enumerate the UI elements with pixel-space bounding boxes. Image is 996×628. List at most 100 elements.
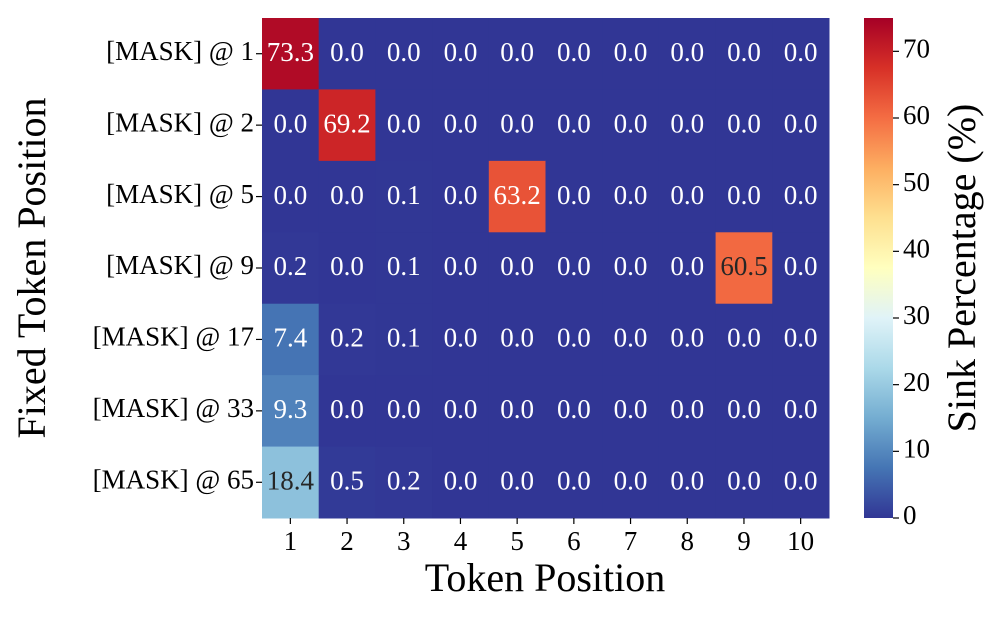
heatmap-cell	[602, 89, 660, 162]
cell-label: 0.5	[330, 465, 364, 495]
cell-label: 0.0	[670, 394, 704, 424]
cell-label: 0.0	[557, 323, 591, 353]
x-axis-label: Token Position	[425, 555, 666, 600]
heatmap-cell	[262, 18, 320, 90]
x-tick-label: 2	[340, 526, 354, 556]
x-tick-label: 4	[454, 526, 468, 556]
colorbar-tick-label: 0	[903, 500, 917, 530]
cell-label: 0.0	[500, 37, 534, 67]
cell-label: 0.0	[727, 37, 761, 67]
cell-label: 0.0	[387, 37, 421, 67]
cell-label: 0.0	[273, 180, 307, 210]
cell-label: 0.0	[330, 180, 364, 210]
heatmap-cell	[432, 18, 490, 90]
heatmap-cell	[772, 303, 830, 376]
colorbar-tick-label: 50	[903, 167, 930, 197]
colorbar-tick-label: 60	[903, 100, 930, 130]
y-tick-label: [MASK] @ 1	[106, 36, 254, 66]
cell-label: 0.0	[500, 394, 534, 424]
cell-label: 0.0	[330, 394, 364, 424]
heatmap-cell	[318, 303, 376, 376]
cell-label: 0.0	[330, 251, 364, 281]
colorbar-tick-label: 30	[903, 300, 930, 330]
x-tick-label: 3	[397, 526, 411, 556]
cell-label: 0.0	[444, 108, 478, 138]
heatmap-cell	[262, 160, 320, 233]
cell-label: 18.4	[267, 465, 315, 495]
cell-label: 0.0	[557, 37, 591, 67]
cell-label: 0.0	[614, 180, 648, 210]
heatmap-cell	[545, 232, 603, 305]
cell-label: 0.0	[784, 394, 818, 424]
cell-label: 0.0	[727, 108, 761, 138]
cell-label: 0.0	[784, 251, 818, 281]
x-tick-label: 9	[737, 526, 751, 556]
heatmap-cell	[658, 303, 717, 376]
heatmap-cell	[432, 232, 490, 305]
heatmap-cell	[488, 446, 546, 519]
heatmap-cell	[432, 303, 490, 376]
heatmap-cell	[602, 18, 660, 90]
colorbar	[864, 18, 893, 518]
heatmap-cell	[375, 160, 433, 233]
heatmap-cell	[658, 89, 717, 162]
cell-label: 0.0	[557, 180, 591, 210]
cell-label: 0.0	[614, 37, 648, 67]
heatmap-cell	[488, 232, 546, 305]
cell-label: 0.0	[387, 394, 421, 424]
cell-label: 0.0	[670, 180, 704, 210]
cell-label: 0.0	[784, 323, 818, 353]
heatmap-cell	[602, 303, 660, 376]
colorbar-tick-label: 70	[903, 34, 930, 64]
heatmap-cell	[715, 303, 773, 376]
heatmap-cell	[772, 446, 830, 519]
heatmap-cell	[488, 303, 546, 376]
cell-label: 0.0	[614, 323, 648, 353]
colorbar-tick-label: 10	[903, 434, 930, 464]
cell-label: 0.0	[727, 394, 761, 424]
cell-label: 73.3	[267, 37, 314, 67]
cell-label: 0.0	[784, 465, 818, 495]
heatmap-cell	[772, 232, 830, 305]
heatmap-cell	[375, 303, 433, 376]
cell-label: 0.0	[444, 37, 478, 67]
x-tick-label: 6	[567, 526, 581, 556]
cell-label: 0.0	[670, 108, 704, 138]
cell-label: 0.0	[727, 323, 761, 353]
heatmap-cell	[545, 89, 603, 162]
colorbar-tick-label: 20	[903, 367, 930, 397]
y-tick-label: [MASK] @ 9	[106, 250, 254, 280]
y-axis-label: Fixed Token Position	[9, 98, 54, 439]
colorbar-tick-label: 40	[903, 234, 930, 264]
y-tick-label: [MASK] @ 17	[93, 322, 254, 352]
colorbar-label: Sink Percentage (%)	[939, 104, 984, 433]
cell-label: 0.0	[500, 323, 534, 353]
cell-label: 0.0	[614, 465, 648, 495]
cell-label: 0.2	[387, 465, 421, 495]
cell-label: 0.0	[784, 108, 818, 138]
cell-label: 0.0	[500, 465, 534, 495]
y-tick-label: [MASK] @ 5	[106, 179, 254, 209]
heatmap-cell	[375, 232, 433, 305]
heatmap-cell	[488, 160, 546, 233]
cell-label: 0.0	[444, 251, 478, 281]
x-tick-label: 7	[624, 526, 638, 556]
heatmap-cell	[318, 160, 376, 233]
heatmap-cell	[715, 160, 773, 233]
heatmap-cell	[432, 160, 490, 233]
cell-label: 0.0	[727, 465, 761, 495]
heatmap-cell	[602, 446, 660, 519]
heatmap-cell	[318, 89, 376, 162]
cell-label: 0.0	[444, 394, 478, 424]
heatmap-cell	[545, 160, 603, 233]
heatmap-cell	[318, 18, 376, 90]
heatmap-cell	[715, 375, 773, 448]
heatmap-cell	[432, 446, 490, 519]
cell-label: 63.2	[494, 180, 541, 210]
heatmap-cell	[658, 18, 717, 90]
cell-label: 0.0	[557, 465, 591, 495]
cell-label: 9.3	[273, 394, 307, 424]
heatmap-cell	[375, 446, 433, 519]
cell-label: 0.2	[273, 251, 307, 281]
